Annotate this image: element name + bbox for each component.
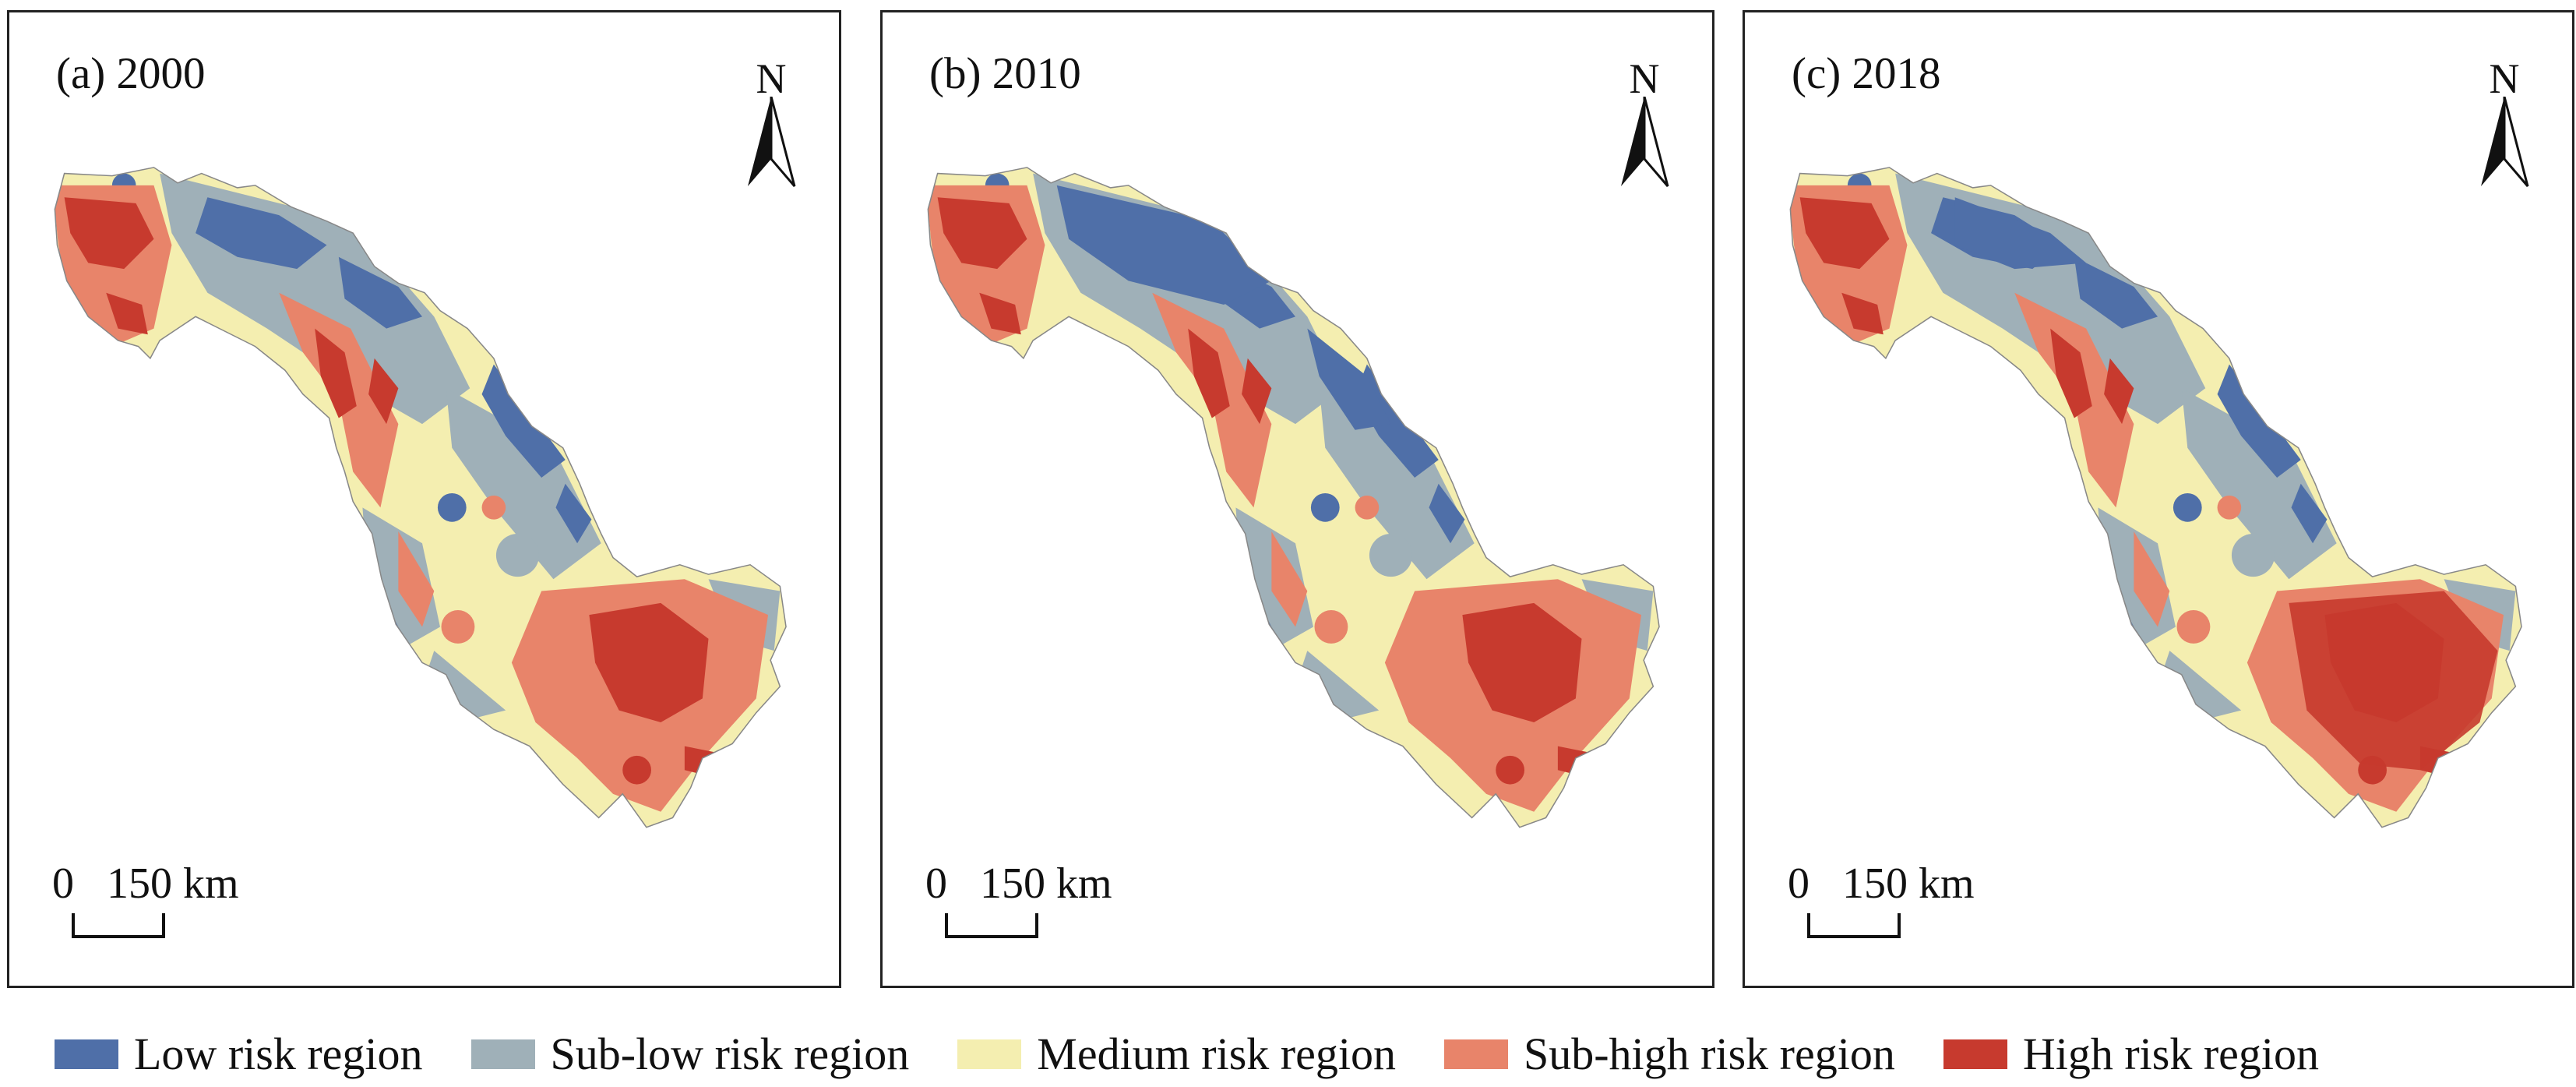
north-label: N bbox=[756, 55, 787, 102]
map-panel-2018: (c) 2018 N 0 150 km bbox=[1743, 10, 2574, 988]
legend-swatch bbox=[957, 1039, 1022, 1069]
legend-label: Low risk region bbox=[134, 1029, 423, 1079]
legend-label: Sub-low risk region bbox=[550, 1029, 910, 1079]
risk-region-map bbox=[1789, 167, 2522, 828]
panel-title: (c) 2018 bbox=[1792, 49, 1941, 98]
panel-title: (b) 2010 bbox=[929, 49, 1081, 98]
scale-distance-label: 150 km bbox=[980, 859, 1112, 908]
north-label: N bbox=[1629, 55, 1660, 102]
north-arrow-icon bbox=[1621, 97, 1669, 187]
legend-swatch bbox=[1443, 1039, 1508, 1069]
north-arrow: N bbox=[740, 58, 802, 190]
scale-bar: 0 150 km bbox=[925, 862, 1128, 948]
legend-swatch bbox=[1943, 1039, 2007, 1069]
scale-zero-label: 0 bbox=[925, 859, 947, 908]
legend-item-medium: Medium risk region bbox=[957, 1032, 1396, 1077]
scale-zero-label: 0 bbox=[1788, 859, 1810, 908]
scale-bar-icon bbox=[945, 913, 1038, 938]
panel-title: (a) 2000 bbox=[56, 49, 206, 98]
legend-item-low: Low risk region bbox=[55, 1032, 423, 1077]
legend-label: Medium risk region bbox=[1037, 1029, 1396, 1079]
north-arrow-icon bbox=[748, 97, 796, 187]
north-label: N bbox=[2489, 55, 2520, 102]
legend-label: High risk region bbox=[2022, 1029, 2319, 1079]
scale-zero-label: 0 bbox=[52, 859, 74, 908]
risk-region-map bbox=[927, 167, 1660, 828]
north-arrow: N bbox=[1613, 58, 1676, 190]
north-arrow: N bbox=[2473, 58, 2535, 190]
legend-swatch bbox=[55, 1039, 118, 1069]
scale-bar-icon bbox=[1807, 913, 1901, 938]
map-panel-2000: (a) 2000 N 0 150 km bbox=[7, 10, 841, 988]
scale-bar-icon bbox=[72, 913, 165, 938]
risk-region-map bbox=[54, 167, 787, 828]
legend-item-sub-low: Sub-low risk region bbox=[470, 1029, 910, 1079]
legend-swatch bbox=[470, 1039, 535, 1069]
legend-item-high: High risk region bbox=[1943, 1032, 2319, 1077]
north-arrow-icon bbox=[2481, 97, 2529, 187]
scale-distance-label: 150 km bbox=[1842, 859, 1975, 908]
map-panel-2010: (b) 2010 N 0 150 km bbox=[880, 10, 1714, 988]
scale-bar: 0 150 km bbox=[1788, 862, 1990, 948]
legend: Low risk region Sub-low risk region Medi… bbox=[55, 1027, 2571, 1082]
legend-item-sub-high: Sub-high risk region bbox=[1443, 1029, 1895, 1079]
scale-distance-label: 150 km bbox=[107, 859, 239, 908]
scale-bar: 0 150 km bbox=[52, 862, 255, 948]
legend-label: Sub-high risk region bbox=[1523, 1029, 1895, 1079]
